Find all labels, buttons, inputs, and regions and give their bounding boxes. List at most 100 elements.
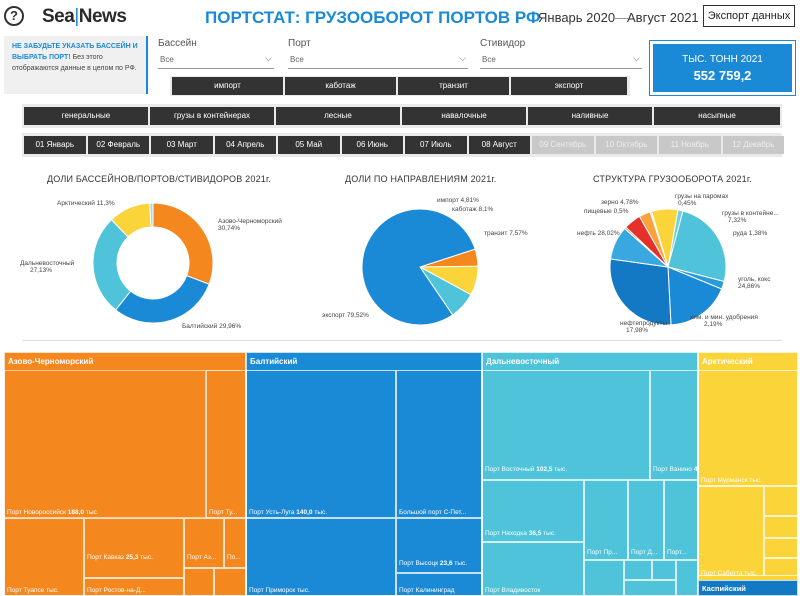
treemap-cell[interactable] bbox=[184, 568, 214, 596]
treemap-cell[interactable] bbox=[652, 560, 676, 580]
direction-button-export[interactable]: экспорт bbox=[511, 77, 627, 95]
treemap-cell[interactable] bbox=[396, 518, 482, 573]
help-icon[interactable]: ? bbox=[4, 6, 24, 26]
notice-text: Без этого отображаются данные в целом по… bbox=[12, 54, 137, 72]
treemap-cell[interactable] bbox=[246, 518, 396, 596]
stevedore-select[interactable]: Все ⌵ bbox=[480, 52, 642, 69]
pie-slice[interactable] bbox=[114, 275, 210, 324]
treemap-cell[interactable] bbox=[698, 370, 798, 486]
treemap-cell[interactable] bbox=[764, 558, 798, 576]
treemap-cell[interactable] bbox=[206, 370, 246, 518]
chevron-down-icon: ⌵ bbox=[459, 53, 466, 63]
treemap-cell[interactable] bbox=[84, 518, 184, 578]
notice-box: НЕ ЗАБУДЬТЕ УКАЗАТЬ БАССЕЙН И ВЫБРАТЬ ПО… bbox=[4, 36, 148, 94]
pie-label: грузы на паромах 0,45% bbox=[675, 193, 729, 207]
direction-button-transit[interactable]: транзит bbox=[398, 77, 509, 95]
kpi-value: 552 759,2 bbox=[693, 68, 752, 83]
pie-label: каботаж 8,1% bbox=[452, 206, 494, 213]
cargo-button-general[interactable]: генеральные bbox=[24, 107, 148, 125]
treemap-cell[interactable] bbox=[584, 480, 628, 560]
month-button[interactable]: 04 Апрель bbox=[214, 136, 276, 154]
notice-bold: НЕ ЗАБУДЬТЕ УКАЗАТЬ БАССЕЙН И ВЫБРАТЬ ПО… bbox=[12, 43, 138, 61]
treemap-cell[interactable] bbox=[624, 580, 676, 596]
treemap-cell[interactable] bbox=[650, 370, 698, 480]
month-button[interactable]: 09 Сентябрь bbox=[532, 136, 594, 154]
treemap-cell[interactable] bbox=[624, 560, 652, 580]
export-data-button[interactable]: Экспорт данных bbox=[703, 5, 795, 27]
pie-slice[interactable] bbox=[152, 202, 214, 285]
month-button[interactable]: 07 Июль bbox=[405, 136, 467, 154]
cargo-button-loose[interactable]: насыпные bbox=[654, 107, 780, 125]
treemap-cell[interactable] bbox=[482, 370, 650, 480]
treemap-cell[interactable] bbox=[224, 518, 246, 568]
pie-slice[interactable] bbox=[667, 210, 727, 283]
structure-pie-chart[interactable] bbox=[609, 208, 727, 326]
treemap-cell[interactable] bbox=[664, 480, 698, 560]
treemap-cell[interactable] bbox=[764, 538, 798, 558]
pie-slice[interactable] bbox=[149, 202, 154, 228]
port-select[interactable]: Все ⌵ bbox=[288, 52, 468, 69]
treemap-cell[interactable] bbox=[698, 486, 764, 576]
treemap-basin-caspian[interactable]: Каспийский bbox=[698, 580, 798, 596]
cargo-button-timber[interactable]: лесные bbox=[276, 107, 400, 125]
pie-label: Азово-Черноморский 30,74% bbox=[218, 218, 282, 232]
pie-slice[interactable] bbox=[361, 208, 476, 326]
month-button[interactable]: 05 Май bbox=[278, 136, 340, 154]
kpi-label: ТЫС. ТОНН 2021 bbox=[682, 54, 763, 65]
month-button[interactable]: 02 Февраль bbox=[87, 136, 149, 154]
treemap-cell[interactable] bbox=[396, 370, 482, 518]
pie-label: уголь, кокс 24,86% bbox=[738, 276, 771, 290]
pie-slice[interactable] bbox=[609, 258, 672, 326]
treemap-basin-baltic[interactable]: Балтийский bbox=[246, 352, 482, 596]
treemap-port-label: Порт Ростов-на-Д... bbox=[87, 587, 146, 594]
basin-select[interactable]: Все ⌵ bbox=[158, 52, 274, 69]
treemap-port-label: Порт Мурманск тыс. bbox=[701, 477, 763, 484]
cargo-button-liquid[interactable]: наливные bbox=[528, 107, 652, 125]
treemap-basin-arctic[interactable]: Арктический bbox=[698, 352, 798, 588]
cargo-button-containers[interactable]: грузы в контейнерах bbox=[150, 107, 274, 125]
treemap-cell[interactable] bbox=[246, 370, 396, 518]
treemap-port-label: Большой порт С-Пет... bbox=[399, 509, 467, 516]
treemap-port-label: Порт Высоцк 23,6 тыс. bbox=[399, 560, 468, 567]
treemap-basin-fareast[interactable]: Дальневосточный bbox=[482, 352, 698, 596]
month-button[interactable]: 03 Март bbox=[151, 136, 213, 154]
date-from[interactable]: Январь 2020 bbox=[538, 10, 616, 25]
treemap-cell[interactable] bbox=[584, 560, 624, 596]
treemap-port-label: Порт Пр... bbox=[587, 549, 618, 556]
directions-pie-chart[interactable] bbox=[361, 208, 479, 326]
direction-button-import[interactable]: импорт bbox=[172, 77, 283, 95]
divider bbox=[22, 340, 782, 341]
month-button[interactable]: 08 Август bbox=[468, 136, 530, 154]
month-button[interactable]: 11 Ноябрь bbox=[659, 136, 721, 154]
pie-slice[interactable] bbox=[667, 266, 723, 326]
treemap-cell[interactable] bbox=[628, 480, 664, 560]
pie-label: импорт 4,81% bbox=[437, 197, 479, 204]
treemap-cell[interactable] bbox=[214, 568, 246, 596]
treemap-cell[interactable] bbox=[4, 370, 206, 518]
cargo-button-bulk[interactable]: навалочные bbox=[402, 107, 526, 125]
treemap-basin-label: Арктический bbox=[702, 357, 753, 366]
treemap-cell[interactable] bbox=[184, 518, 224, 568]
filter-label-basin: Бассейн bbox=[158, 38, 197, 49]
treemap-cell[interactable] bbox=[764, 516, 798, 538]
treemap-basin-label: Балтийский bbox=[250, 357, 298, 366]
month-button[interactable]: 10 Октябрь bbox=[595, 136, 657, 154]
treemap: Азово-Черноморский Порт Новороссийск 188… bbox=[0, 350, 800, 596]
month-button[interactable]: 01 Январь bbox=[24, 136, 86, 154]
pie-label: Балтийский 29,96% bbox=[182, 323, 242, 330]
treemap-cell[interactable] bbox=[764, 486, 798, 516]
chevron-down-icon: ⌵ bbox=[633, 53, 640, 63]
filter-label-stevedore: Стивидор bbox=[480, 38, 526, 49]
month-button[interactable]: 06 Июнь bbox=[341, 136, 403, 154]
treemap-cell[interactable] bbox=[4, 518, 84, 596]
date-to[interactable]: Август 2021 bbox=[627, 10, 699, 25]
logo-text-sea: Sea bbox=[42, 6, 75, 27]
direction-button-cabotage[interactable]: каботаж bbox=[285, 77, 396, 95]
chevron-down-icon: ⌵ bbox=[265, 53, 272, 63]
month-button[interactable]: 12 Декабрь bbox=[722, 136, 784, 154]
pie-slice[interactable] bbox=[638, 211, 669, 268]
treemap-cell[interactable] bbox=[676, 560, 698, 596]
basins-donut-chart[interactable] bbox=[92, 202, 214, 324]
treemap-cell[interactable] bbox=[482, 480, 584, 542]
